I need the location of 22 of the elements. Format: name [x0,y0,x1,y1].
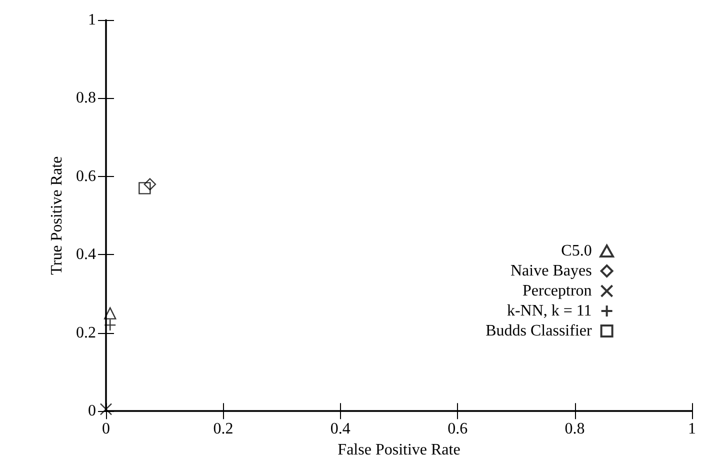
x-tick-label: 0 [102,420,110,438]
y-tick-label: 0.6 [76,168,96,185]
point [144,178,156,190]
y-axis-title: True Positive Rate [48,156,66,275]
y-tick-label: 0.2 [76,324,96,342]
x-tick-label: 0.6 [448,420,468,438]
y-tick-label: 1 [88,12,96,28]
legend-label: Budds Classifier [486,322,592,340]
x-axis-title: False Positive Rate [338,442,460,458]
x-tick-label: 1 [688,420,696,438]
x-tick-label: 0.4 [330,420,350,438]
x-tick-label: 0.2 [213,420,234,438]
point [138,182,151,194]
point [104,307,116,320]
y-tick-label: 0.8 [76,90,96,107]
legend-label: k-NN, k = 11 [506,302,592,320]
y-tick-label: 0 [88,402,96,420]
x-tick-label: 0.8 [564,420,585,438]
legend-label: Perceptron [522,282,592,300]
legend-label: C5.0 [561,242,592,260]
legend-label: Naive Bayes [510,262,592,280]
y-tick-label: 0.4 [76,246,96,264]
